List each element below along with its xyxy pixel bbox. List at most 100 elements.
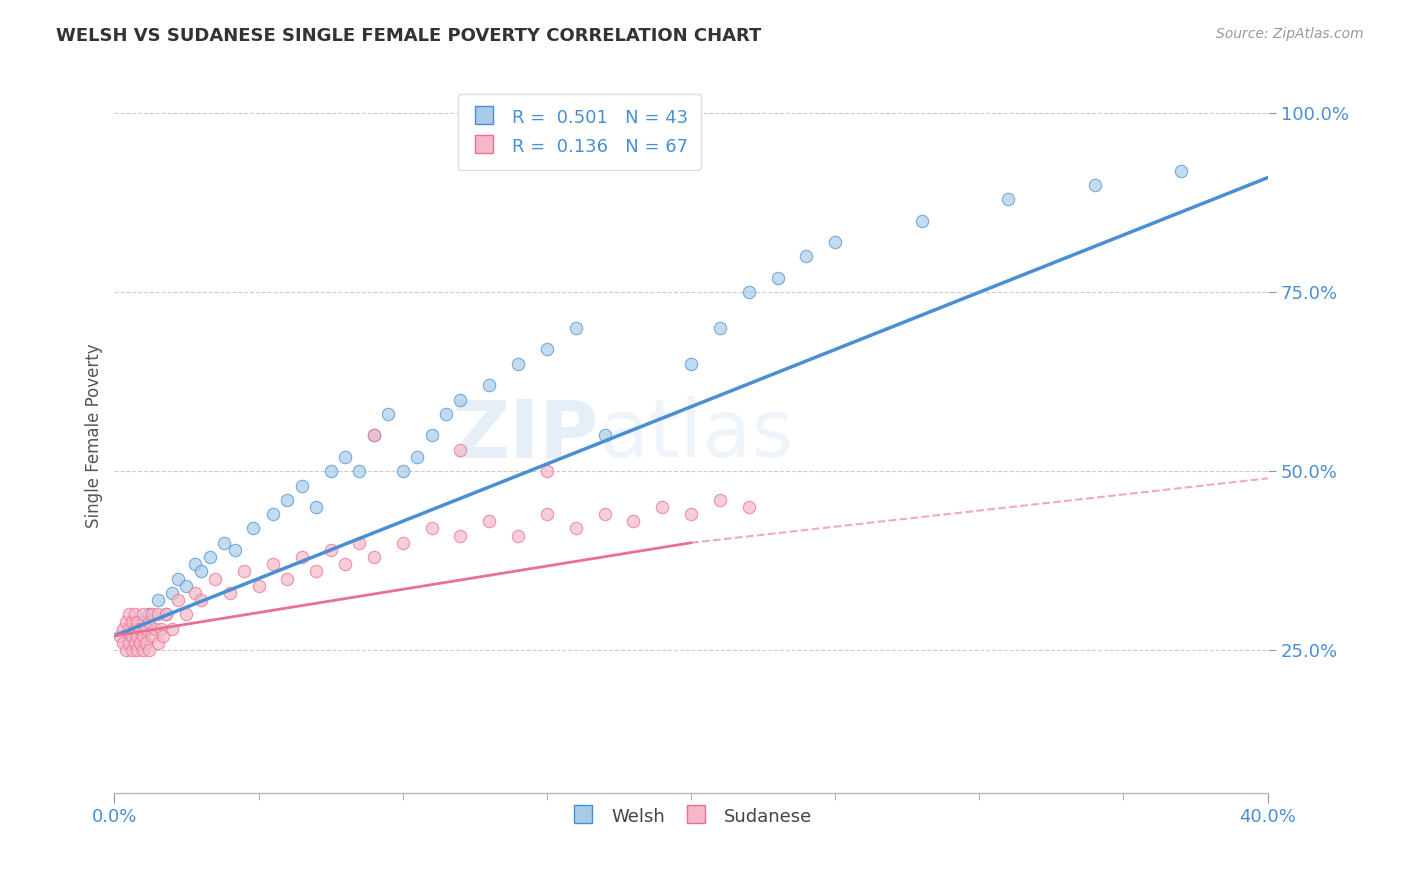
Point xyxy=(824,235,846,249)
Point xyxy=(363,428,385,442)
Point xyxy=(118,636,141,650)
Point xyxy=(118,629,141,643)
Point xyxy=(135,636,157,650)
Text: ZIP: ZIP xyxy=(451,396,599,475)
Point xyxy=(108,629,131,643)
Point xyxy=(124,622,146,636)
Point xyxy=(184,558,207,572)
Point xyxy=(420,521,443,535)
Point xyxy=(449,528,471,542)
Point xyxy=(276,572,298,586)
Point xyxy=(160,586,183,600)
Point xyxy=(127,629,149,643)
Point xyxy=(190,565,212,579)
Point xyxy=(391,464,413,478)
Point xyxy=(420,428,443,442)
Point xyxy=(118,607,141,622)
Point xyxy=(127,615,149,629)
Point xyxy=(1084,178,1107,192)
Point xyxy=(242,521,264,535)
Point xyxy=(319,464,342,478)
Point xyxy=(121,615,143,629)
Point xyxy=(212,535,235,549)
Point xyxy=(593,507,616,521)
Point xyxy=(176,579,198,593)
Point xyxy=(449,442,471,457)
Text: atlas: atlas xyxy=(599,396,793,475)
Point xyxy=(709,321,731,335)
Point xyxy=(291,478,314,492)
Point xyxy=(143,622,166,636)
Point xyxy=(679,507,702,521)
Point xyxy=(737,500,759,514)
Point xyxy=(118,622,141,636)
Point xyxy=(124,607,146,622)
Point xyxy=(621,514,644,528)
Point xyxy=(564,521,586,535)
Point xyxy=(506,528,529,542)
Y-axis label: Single Female Poverty: Single Female Poverty xyxy=(86,343,103,528)
Point xyxy=(152,629,174,643)
Point xyxy=(536,507,558,521)
Point xyxy=(218,586,240,600)
Point xyxy=(766,271,789,285)
Point xyxy=(406,450,429,464)
Point xyxy=(333,558,356,572)
Text: Source: ZipAtlas.com: Source: ZipAtlas.com xyxy=(1216,27,1364,41)
Point xyxy=(593,428,616,442)
Point xyxy=(1170,163,1192,178)
Point xyxy=(478,378,501,392)
Point xyxy=(478,514,501,528)
Point xyxy=(132,607,155,622)
Point xyxy=(138,643,160,657)
Point xyxy=(138,607,160,622)
Point xyxy=(121,629,143,643)
Point xyxy=(276,492,298,507)
Point xyxy=(141,607,163,622)
Point xyxy=(129,636,152,650)
Point xyxy=(149,622,172,636)
Point xyxy=(141,629,163,643)
Point xyxy=(233,565,256,579)
Point xyxy=(349,535,371,549)
Point xyxy=(449,392,471,407)
Point xyxy=(737,285,759,300)
Point xyxy=(190,593,212,607)
Point xyxy=(794,249,817,263)
Point xyxy=(204,572,226,586)
Point xyxy=(198,550,221,565)
Point xyxy=(349,464,371,478)
Point xyxy=(127,643,149,657)
Point xyxy=(138,615,160,629)
Legend: Welsh, Sudanese: Welsh, Sudanese xyxy=(562,798,820,834)
Point xyxy=(135,622,157,636)
Point xyxy=(146,593,169,607)
Point xyxy=(166,572,188,586)
Point xyxy=(564,321,586,335)
Point xyxy=(132,643,155,657)
Point xyxy=(124,636,146,650)
Point xyxy=(291,550,314,565)
Point xyxy=(160,622,183,636)
Point xyxy=(363,550,385,565)
Point xyxy=(911,213,934,227)
Point xyxy=(184,586,207,600)
Point xyxy=(121,643,143,657)
Point xyxy=(679,357,702,371)
Point xyxy=(112,636,135,650)
Point xyxy=(536,464,558,478)
Point xyxy=(262,558,284,572)
Point xyxy=(224,543,246,558)
Point xyxy=(363,428,385,442)
Text: WELSH VS SUDANESE SINGLE FEMALE POVERTY CORRELATION CHART: WELSH VS SUDANESE SINGLE FEMALE POVERTY … xyxy=(56,27,762,45)
Point xyxy=(434,407,457,421)
Point xyxy=(176,607,198,622)
Point xyxy=(506,357,529,371)
Point xyxy=(536,343,558,357)
Point xyxy=(305,565,328,579)
Point xyxy=(115,615,138,629)
Point xyxy=(997,192,1019,206)
Point xyxy=(305,500,328,514)
Point xyxy=(115,643,138,657)
Point xyxy=(709,492,731,507)
